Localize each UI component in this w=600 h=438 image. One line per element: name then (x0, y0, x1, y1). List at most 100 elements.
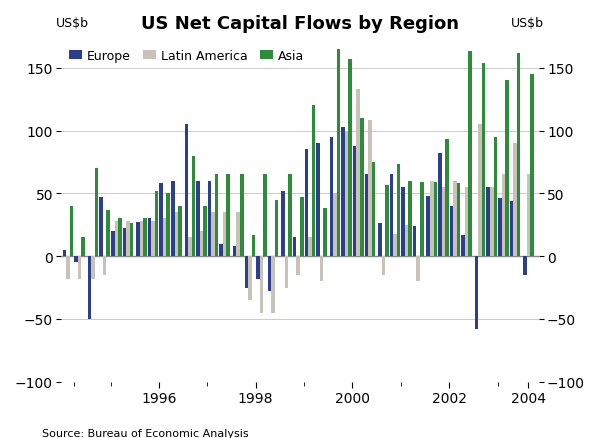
Bar (175, 213, 178, 257)
Bar (513, 144, 517, 257)
Bar (502, 175, 505, 257)
Bar (281, 191, 285, 257)
Bar (122, 229, 126, 257)
Bar (413, 226, 416, 257)
Bar (215, 175, 218, 257)
Bar (442, 187, 445, 257)
Bar (196, 181, 200, 257)
Bar (333, 194, 337, 257)
Bar (430, 181, 434, 257)
Bar (409, 181, 412, 257)
Bar (453, 181, 457, 257)
Bar (151, 222, 155, 257)
Legend: Europe, Latin America, Asia: Europe, Latin America, Asia (67, 47, 306, 65)
Bar (311, 106, 315, 257)
Bar (527, 175, 530, 257)
Bar (296, 257, 300, 276)
Bar (240, 175, 244, 257)
Bar (191, 156, 195, 257)
Bar (329, 138, 333, 257)
Bar (360, 119, 364, 257)
Bar (74, 257, 78, 263)
Bar (226, 175, 230, 257)
Bar (163, 219, 166, 257)
Bar (263, 175, 267, 257)
Bar (220, 244, 223, 257)
Bar (337, 50, 340, 257)
Bar (223, 213, 226, 257)
Bar (523, 257, 527, 276)
Bar (130, 224, 133, 257)
Bar (251, 235, 255, 257)
Bar (308, 238, 311, 257)
Bar (160, 184, 163, 257)
Bar (268, 257, 271, 292)
Bar (427, 196, 430, 257)
Bar (385, 185, 389, 257)
Bar (378, 224, 382, 257)
Bar (349, 60, 352, 257)
Bar (256, 257, 260, 279)
Bar (487, 187, 490, 257)
Bar (382, 257, 385, 276)
Bar (275, 200, 278, 257)
Bar (178, 206, 182, 257)
Bar (509, 201, 513, 257)
Bar (371, 162, 375, 257)
Bar (91, 257, 95, 279)
Bar (368, 121, 371, 257)
Bar (345, 131, 349, 257)
Bar (106, 210, 110, 257)
Bar (505, 81, 509, 257)
Bar (260, 257, 263, 313)
Bar (136, 223, 140, 257)
Bar (285, 257, 289, 288)
Text: Source: Bureau of Economic Analysis: Source: Bureau of Economic Analysis (42, 428, 248, 438)
Bar (420, 183, 424, 257)
Title: US Net Capital Flows by Region: US Net Capital Flows by Region (141, 15, 459, 33)
Bar (62, 250, 66, 257)
Bar (445, 140, 449, 257)
Bar (211, 213, 215, 257)
Bar (271, 257, 275, 313)
Bar (171, 181, 175, 257)
Bar (353, 146, 356, 257)
Bar (482, 64, 485, 257)
Bar (245, 257, 248, 288)
Bar (465, 187, 469, 257)
Bar (82, 238, 85, 257)
Bar (140, 222, 143, 257)
Bar (103, 257, 106, 276)
Bar (185, 125, 188, 257)
Bar (300, 198, 304, 257)
Bar (530, 75, 534, 257)
Bar (118, 219, 122, 257)
Bar (323, 209, 327, 257)
Bar (78, 257, 82, 279)
Bar (475, 257, 478, 329)
Bar (434, 183, 437, 257)
Bar (203, 206, 207, 257)
Bar (478, 125, 482, 257)
Bar (208, 181, 211, 257)
Bar (88, 257, 91, 319)
Bar (316, 144, 320, 257)
Bar (200, 231, 203, 257)
Bar (365, 175, 368, 257)
Bar (143, 219, 147, 257)
Bar (289, 175, 292, 257)
Bar (111, 231, 115, 257)
Bar (397, 165, 400, 257)
Bar (457, 184, 460, 257)
Bar (166, 194, 170, 257)
Bar (148, 219, 151, 257)
Bar (356, 90, 360, 257)
Bar (469, 52, 472, 257)
Bar (155, 191, 158, 257)
Text: US$b: US$b (511, 18, 544, 30)
Bar (389, 175, 393, 257)
Bar (320, 257, 323, 282)
Bar (341, 127, 345, 257)
Bar (517, 53, 520, 257)
Bar (494, 138, 497, 257)
